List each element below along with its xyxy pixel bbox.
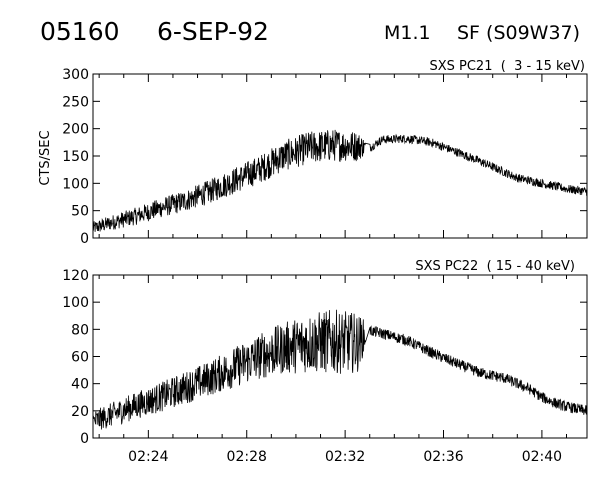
flare-class: M1.1 <box>384 22 431 44</box>
y-tick-label: 0 <box>80 231 89 247</box>
y-tick-label: 80 <box>71 322 89 338</box>
y-tick-label: 150 <box>62 149 89 165</box>
event-date: 6-SEP-92 <box>157 17 269 46</box>
x-tick-label: 02:36 <box>423 449 463 465</box>
y-tick-label: 0 <box>80 431 89 447</box>
series-pc22 <box>92 309 588 430</box>
y-tick-label: 250 <box>62 94 89 110</box>
y-tick-label: 100 <box>62 176 89 192</box>
series-pc21 <box>92 129 588 232</box>
y-tick-label: 50 <box>71 204 89 220</box>
y-axis-label: CTS/SEC <box>38 130 53 185</box>
x-tick-label: 02:32 <box>325 449 365 465</box>
y-tick-label: 40 <box>71 377 89 393</box>
y-tick-label: 60 <box>71 350 89 366</box>
y-tick-label: 300 <box>62 67 89 83</box>
y-tick-label: 20 <box>71 404 89 420</box>
panel-pc21: SXS PC21 ( 3 - 15 keV) CTS/SEC 0 50 100 150… <box>38 59 588 247</box>
y-tick-label: 200 <box>62 122 89 138</box>
y-ticks-pc22: 0 20 40 60 80 100 120 <box>62 268 587 447</box>
y-tick-label: 100 <box>62 295 89 311</box>
x-tick-label: 02:40 <box>522 449 562 465</box>
y-tick-label: 120 <box>62 268 89 284</box>
x-tick-label: 02:24 <box>128 449 168 465</box>
x-ticks-pc22 <box>98 275 568 438</box>
series-line <box>92 129 588 232</box>
flare-region: SF (S09W37) <box>457 22 580 44</box>
event-id: 05160 <box>40 17 120 46</box>
x-tick-labels: 02:24 02:28 02:32 02:36 02:40 <box>128 449 562 465</box>
x-ticks-pc21 <box>98 74 568 238</box>
series-line <box>92 309 588 430</box>
panel-title-pc22: SXS PC22 ( 15 - 40 keV) <box>415 259 575 274</box>
panel-pc22: SXS PC22 ( 15 - 40 keV) 0 20 40 60 80 100 120 <box>62 259 588 447</box>
x-tick-label: 02:28 <box>227 449 267 465</box>
panel-title-pc21: SXS PC21 ( 3 - 15 keV) <box>429 59 585 74</box>
